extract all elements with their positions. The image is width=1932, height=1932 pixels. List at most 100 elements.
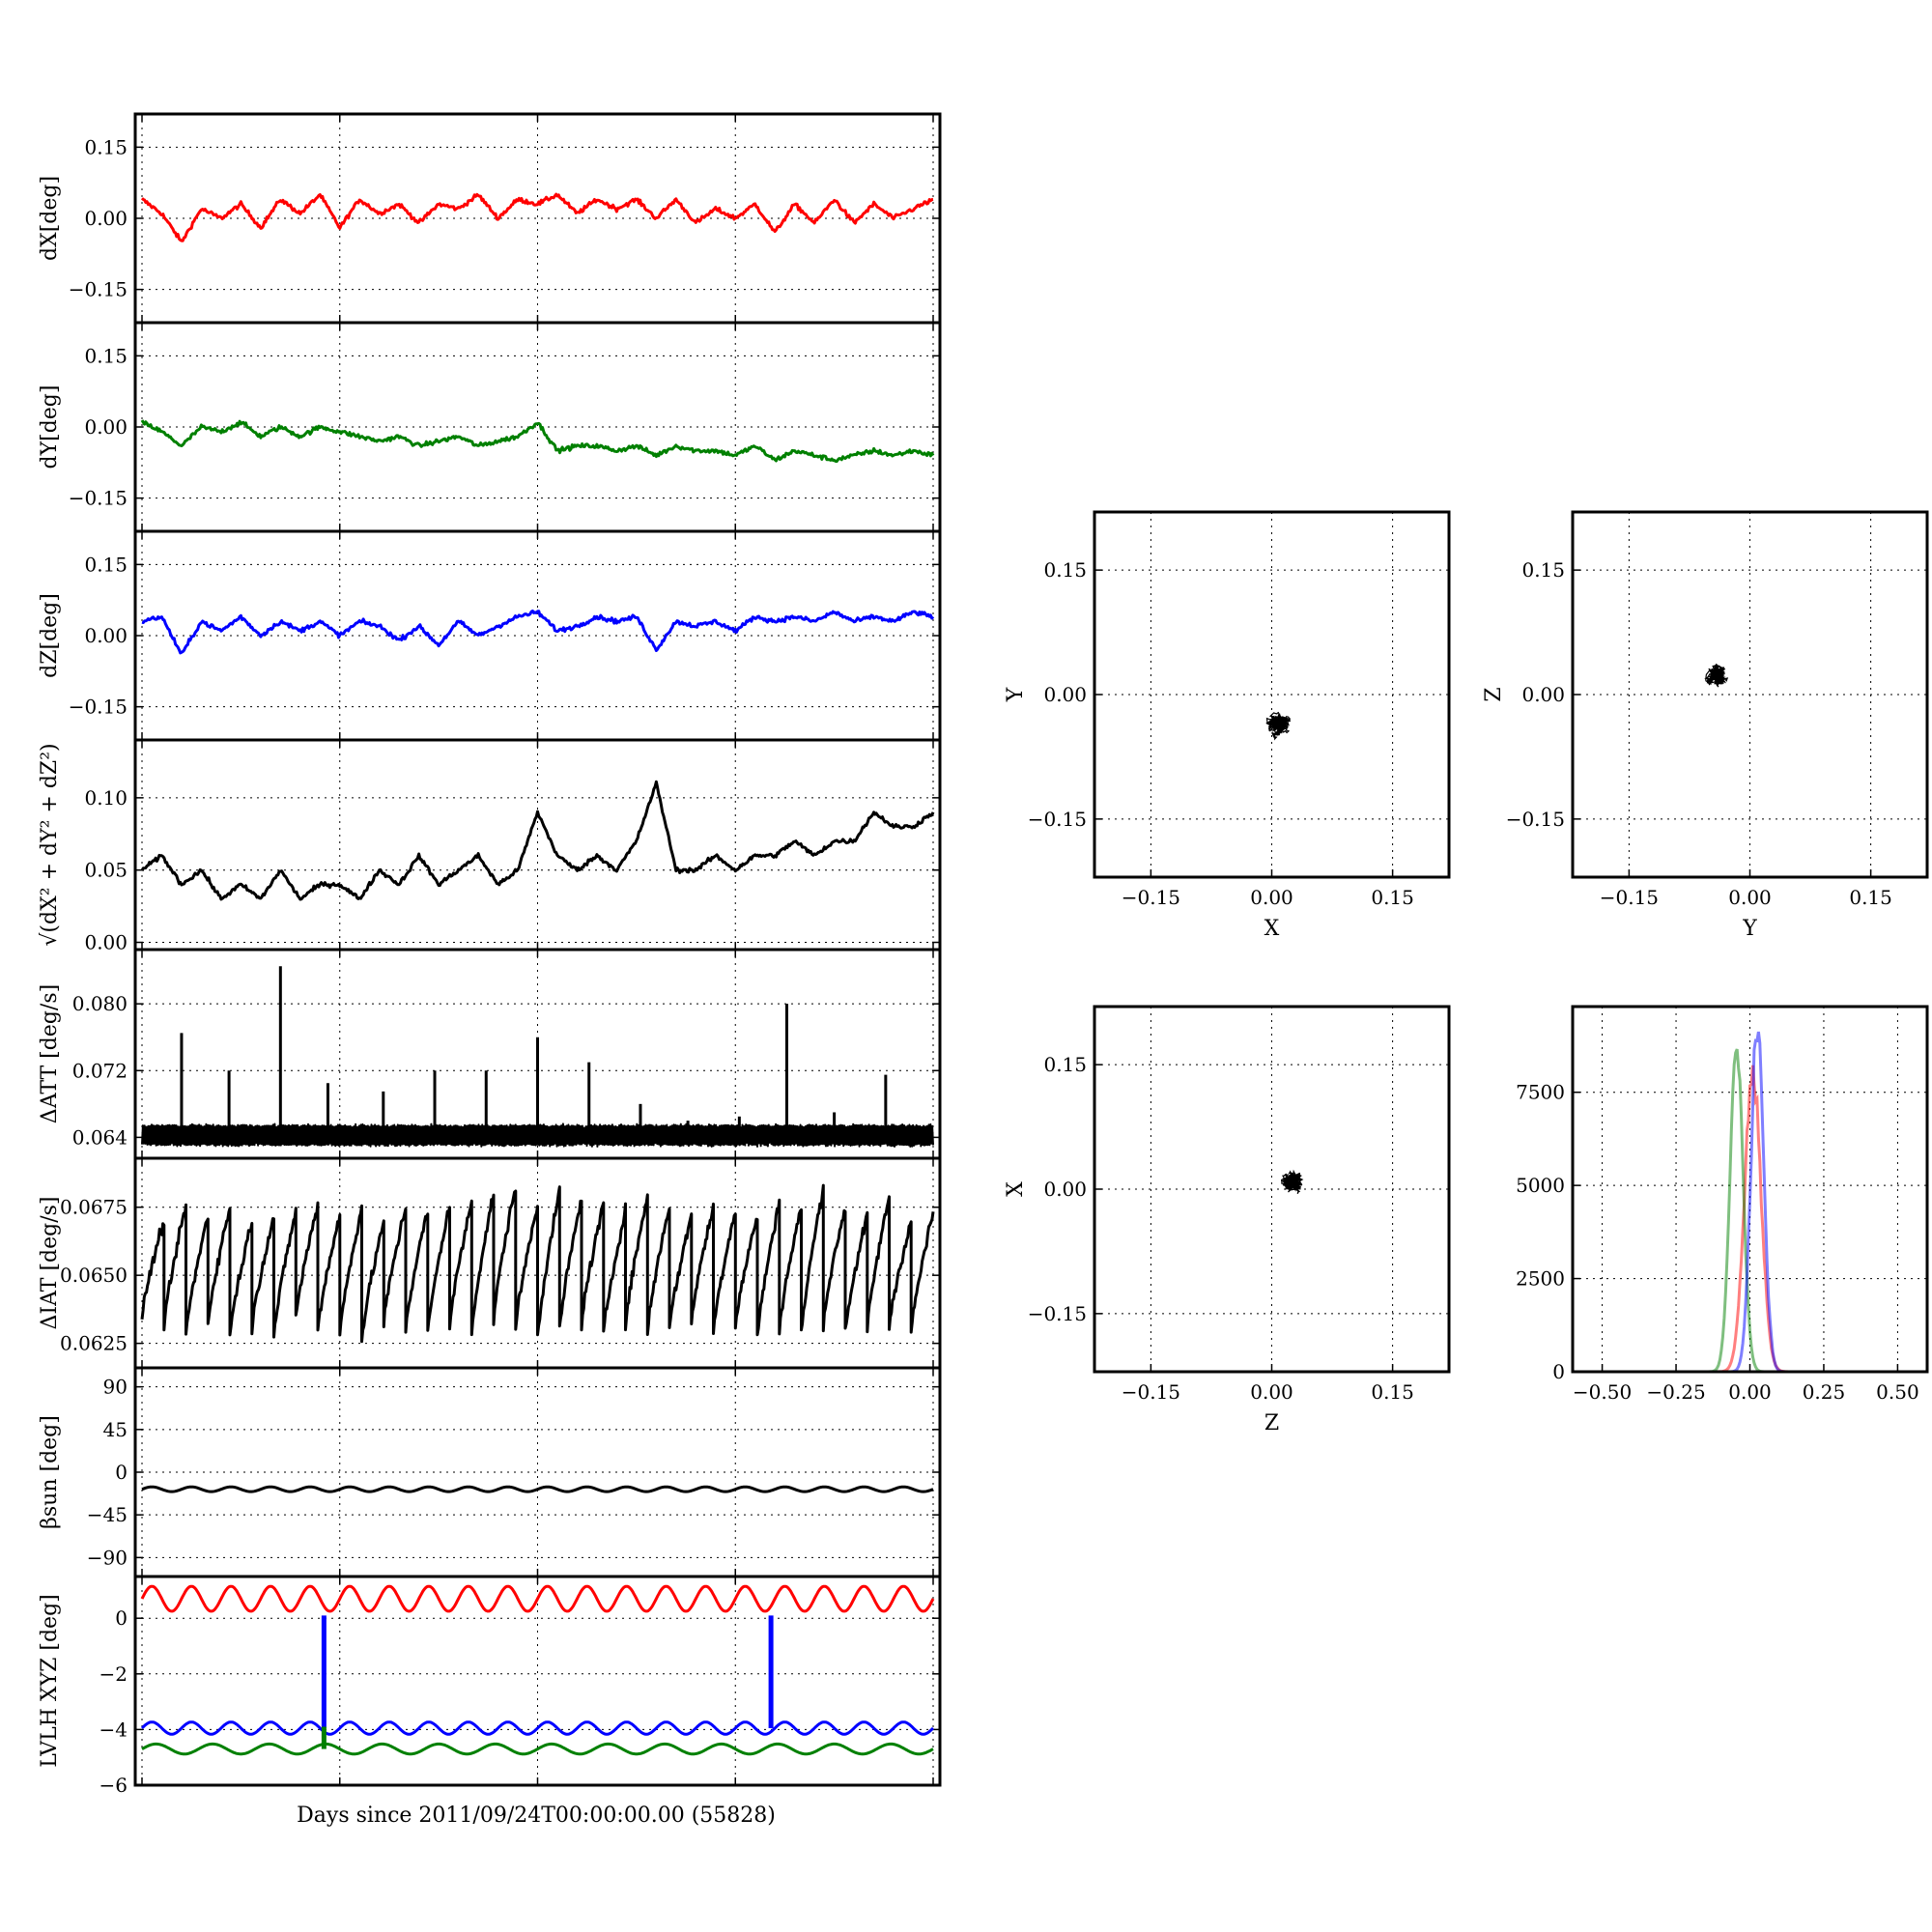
ytick-label: 0.15 xyxy=(1043,558,1087,582)
xtick-label: 0.00 xyxy=(1250,1380,1293,1404)
ylabel-dX: dX[deg] xyxy=(38,176,62,261)
xtick-label: 0.15 xyxy=(1849,886,1892,909)
ytick-label: 7500 xyxy=(1516,1081,1565,1104)
ylabel-lvlh: LVLH XYZ [deg] xyxy=(38,1594,62,1768)
panel-lvlh: 0 −2 −4 −6 LVLH XYZ [deg] xyxy=(38,1575,942,1797)
ytick-label: 0 xyxy=(1552,1360,1565,1383)
series-lvlh-0 xyxy=(140,1584,935,1613)
ytick-label: 0.15 xyxy=(84,135,128,158)
panel-scatter_xy: −0.15 0.15 0.00 0.00 0.15 −0.15 X Y xyxy=(1004,510,1451,941)
series-lvlh-1 xyxy=(140,1720,935,1736)
ytick-label: 0.0675 xyxy=(60,1196,128,1219)
series-lvlh-2 xyxy=(141,1742,934,1756)
ytick-label: 2500 xyxy=(1516,1267,1565,1291)
xtick-label: −0.15 xyxy=(1122,886,1180,909)
ytick-label: 0.15 xyxy=(84,344,128,367)
xtick-label: −0.15 xyxy=(1600,886,1659,909)
xtick-label: −0.15 xyxy=(1122,1380,1180,1404)
ytick-label: 0.00 xyxy=(1521,683,1565,706)
ytick-label: −0.15 xyxy=(1506,808,1565,831)
ylabel-dY: dY[deg] xyxy=(38,385,62,469)
ytick-label: −0.15 xyxy=(69,696,128,719)
panel-frame xyxy=(1093,510,1451,879)
xlabel-scatter_xy: X xyxy=(1264,917,1280,941)
ytick-label: −0.15 xyxy=(1028,1302,1087,1325)
shared-x-axis-label: Days since 2011/09/24T00:00:00.00 (55828… xyxy=(297,1804,776,1828)
ytick-label: 0.00 xyxy=(84,415,128,439)
ytick-label: −6 xyxy=(99,1774,128,1797)
xlabel-scatter_zx: Z xyxy=(1264,1411,1279,1435)
panel-frame xyxy=(133,738,942,952)
xtick-label: 0.15 xyxy=(1371,886,1414,909)
scatter-trace xyxy=(1280,1169,1304,1195)
ytick-label: −0.15 xyxy=(69,487,128,510)
xtick-label: 0.50 xyxy=(1876,1380,1919,1404)
ytick-label: 0.05 xyxy=(84,859,128,882)
ytick-label: −4 xyxy=(99,1718,128,1741)
ytick-label: 0.10 xyxy=(84,786,128,810)
ytick-label: 0.064 xyxy=(72,1125,128,1149)
ytick-label: −45 xyxy=(87,1503,128,1526)
panel-dY: 0.15 0.00 −0.15 dY[deg] xyxy=(38,321,942,533)
xtick-label: 0.00 xyxy=(1728,886,1772,909)
series-dZ xyxy=(141,610,935,655)
ytick-label: 45 xyxy=(103,1418,128,1441)
panel-frame xyxy=(1571,1005,1929,1374)
panel-dATT: 0.080 0.072 0.064 ΔATT [deg/s] xyxy=(38,948,942,1160)
ylabel-dATT: ΔATT [deg/s] xyxy=(38,984,62,1123)
ytick-label: 5000 xyxy=(1516,1174,1565,1197)
ylabel-dZ: dZ[deg] xyxy=(38,593,62,678)
scatter-trace xyxy=(1704,663,1729,688)
ytick-label: 0.0650 xyxy=(60,1264,128,1287)
ytick-label: 0.15 xyxy=(1043,1053,1087,1076)
ytick-label: 0.00 xyxy=(84,207,128,230)
panel-histogram: −0.50 −0.25 0.00 0.25 0.50 0 2500 5000 7500 xyxy=(1516,1005,1929,1404)
ylabel-beta: βsun [deg] xyxy=(38,1415,62,1529)
xtick-label: −0.50 xyxy=(1573,1380,1632,1404)
ytick-label: 0.00 xyxy=(84,931,128,954)
panels: 0.15 0.00 −0.15 dX[deg] 0.15 0.00 −0.15 dY[deg]… xyxy=(38,112,1929,1797)
ytick-label: 0.080 xyxy=(72,992,128,1015)
ytick-label: 0.15 xyxy=(84,553,128,576)
ylabel-dIAT: ΔIAT [deg/s] xyxy=(38,1197,62,1330)
panel-scatter_yz: −0.15 0.15 0.00 0.00 0.15 −0.15 Y Z xyxy=(1482,510,1929,941)
ylabel-scatter_xy: Y xyxy=(1004,687,1028,702)
xtick-label: 0.25 xyxy=(1803,1380,1846,1404)
scatter-trace xyxy=(1265,711,1292,741)
ytick-label: 0 xyxy=(115,1461,128,1484)
ylabel-scatter_zx: X xyxy=(1004,1181,1028,1197)
panel-dZ: 0.15 0.00 −0.15 dZ[deg] xyxy=(38,529,942,742)
xlabel-scatter_yz: Y xyxy=(1742,917,1757,941)
xtick-label: 0.00 xyxy=(1250,886,1293,909)
series-beta-0 xyxy=(141,1485,934,1493)
panel-frame xyxy=(1093,1005,1451,1374)
ytick-label: 90 xyxy=(103,1376,128,1399)
ylabel-scatter_yz: Z xyxy=(1482,687,1506,701)
series-rss xyxy=(140,780,935,901)
xtick-label: 0.15 xyxy=(1371,1380,1414,1404)
ytick-label: −0.15 xyxy=(1028,808,1087,831)
panel-frame xyxy=(133,1575,942,1787)
panel-scatter_zx: −0.15 0.15 0.00 0.00 0.15 −0.15 Z X xyxy=(1004,1005,1451,1435)
ytick-label: 0.15 xyxy=(1521,558,1565,582)
ytick-label: 0.00 xyxy=(84,624,128,647)
panel-dX: 0.15 0.00 −0.15 dX[deg] xyxy=(38,112,942,325)
xtick-label: 0.00 xyxy=(1728,1380,1772,1404)
xtick-label: −0.25 xyxy=(1646,1380,1705,1404)
panel-frame xyxy=(1571,510,1929,879)
ytick-label: −0.15 xyxy=(69,278,128,301)
ytick-label: −90 xyxy=(87,1546,128,1569)
series-dX xyxy=(140,192,934,242)
ytick-label: 0.00 xyxy=(1043,683,1087,706)
series-dATT xyxy=(141,1122,934,1148)
series-dY xyxy=(140,419,935,464)
series-dIAT xyxy=(140,1183,935,1344)
ylabel-rss: √(dX² + dY² + dZ²) xyxy=(38,743,62,946)
ytick-label: 0.00 xyxy=(1043,1178,1087,1201)
ytick-label: 0.0625 xyxy=(60,1332,128,1355)
ytick-label: −2 xyxy=(99,1662,128,1686)
panel-beta: 90 45 0 −45 −90 βsun [deg] xyxy=(38,1366,942,1578)
ytick-label: 0 xyxy=(115,1606,128,1630)
